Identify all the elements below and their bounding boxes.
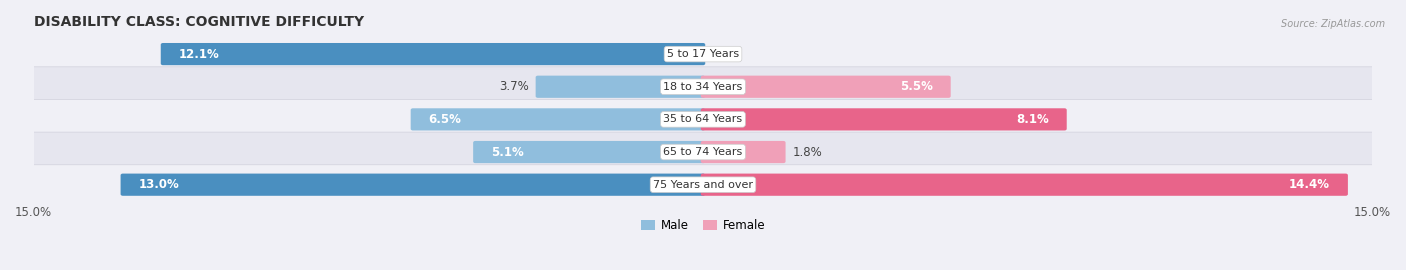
Text: 35 to 64 Years: 35 to 64 Years: [664, 114, 742, 124]
FancyBboxPatch shape: [27, 165, 1379, 205]
FancyBboxPatch shape: [474, 141, 706, 163]
Text: Source: ZipAtlas.com: Source: ZipAtlas.com: [1281, 19, 1385, 29]
FancyBboxPatch shape: [27, 99, 1379, 139]
FancyBboxPatch shape: [700, 174, 1348, 196]
Text: 3.7%: 3.7%: [499, 80, 529, 93]
Text: 13.0%: 13.0%: [138, 178, 179, 191]
FancyBboxPatch shape: [160, 43, 706, 65]
FancyBboxPatch shape: [27, 132, 1379, 172]
FancyBboxPatch shape: [27, 34, 1379, 74]
FancyBboxPatch shape: [27, 67, 1379, 107]
FancyBboxPatch shape: [700, 141, 786, 163]
Text: 5 to 17 Years: 5 to 17 Years: [666, 49, 740, 59]
FancyBboxPatch shape: [411, 108, 706, 130]
Legend: Male, Female: Male, Female: [641, 219, 765, 232]
FancyBboxPatch shape: [700, 108, 1067, 130]
Text: 5.1%: 5.1%: [491, 146, 524, 158]
Text: 12.1%: 12.1%: [179, 48, 219, 60]
FancyBboxPatch shape: [700, 76, 950, 98]
Text: 75 Years and over: 75 Years and over: [652, 180, 754, 190]
FancyBboxPatch shape: [536, 76, 706, 98]
Text: 8.1%: 8.1%: [1017, 113, 1049, 126]
FancyBboxPatch shape: [121, 174, 706, 196]
Text: 65 to 74 Years: 65 to 74 Years: [664, 147, 742, 157]
Text: 5.5%: 5.5%: [900, 80, 932, 93]
Text: 6.5%: 6.5%: [429, 113, 461, 126]
Text: 18 to 34 Years: 18 to 34 Years: [664, 82, 742, 92]
Text: 14.4%: 14.4%: [1289, 178, 1330, 191]
Text: DISABILITY CLASS: COGNITIVE DIFFICULTY: DISABILITY CLASS: COGNITIVE DIFFICULTY: [34, 15, 364, 29]
Text: 0.0%: 0.0%: [711, 48, 741, 60]
Text: 1.8%: 1.8%: [792, 146, 823, 158]
